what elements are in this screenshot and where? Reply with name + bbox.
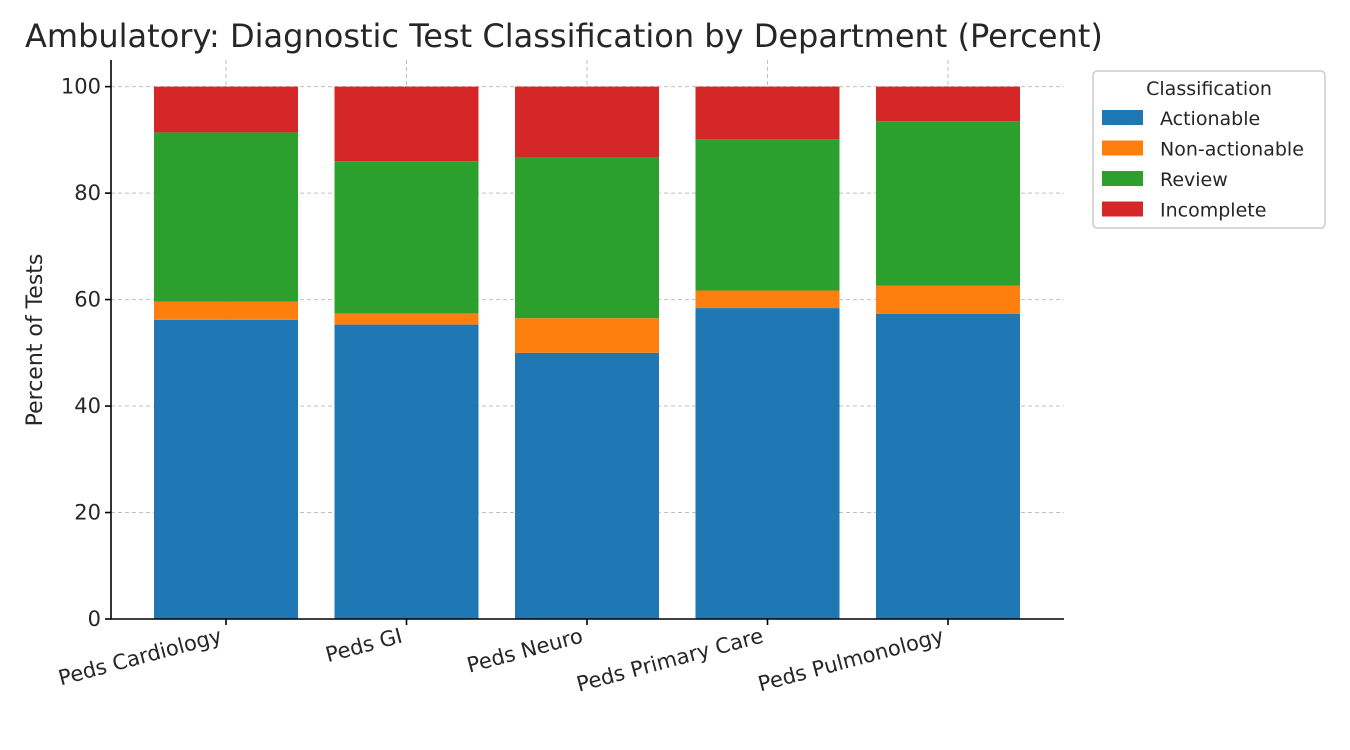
chart-title: Ambulatory: Diagnostic Test Classificati… [25, 17, 1103, 55]
x-tick-label: Peds Cardiology [56, 624, 225, 691]
legend-swatch [1102, 140, 1143, 156]
legend-title: Classification [1146, 78, 1272, 100]
legend-swatch [1102, 110, 1143, 125]
bar-segment [876, 121, 1020, 286]
y-tick-label: 100 [61, 75, 101, 99]
bar-segment [334, 324, 479, 619]
y-tick-label: 40 [74, 394, 101, 418]
x-tick-label: Peds Primary Care [574, 624, 766, 697]
bar-segment [515, 352, 659, 619]
bar-segment [695, 290, 840, 309]
legend-label: Non-actionable [1160, 139, 1304, 161]
y-tick-label: 20 [74, 501, 101, 525]
bar-segment [876, 313, 1020, 619]
legend-label: Incomplete [1160, 200, 1266, 222]
y-tick-label: 0 [88, 607, 101, 631]
bar-segment [515, 157, 659, 319]
x-tick-label: Peds Neuro [464, 624, 585, 678]
legend: Classification Actionable Non-actionable R… [1092, 70, 1326, 229]
bar-segment [695, 308, 840, 619]
bar-segment [515, 86, 659, 158]
legend-box [1092, 70, 1326, 229]
bars [154, 86, 1020, 619]
x-tick-label: Peds GI [323, 624, 405, 667]
bar-segment [876, 285, 1020, 314]
x-tick-label: Peds Pulmonology [755, 624, 946, 697]
y-axis-label: Percent of Tests [23, 254, 48, 427]
legend-swatch [1102, 201, 1143, 217]
y-tick-label: 60 [74, 288, 101, 312]
bar-segment [154, 301, 298, 320]
bar-segment [515, 318, 659, 353]
y-ticks: 0 20 40 60 80 100 [61, 75, 111, 631]
bar-segment [154, 132, 298, 302]
legend-swatch [1102, 171, 1143, 186]
bar-segment [695, 139, 840, 291]
bar-segment [154, 86, 298, 133]
y-tick-label: 80 [74, 181, 101, 205]
bar-segment [334, 86, 479, 162]
bar-segment [154, 319, 298, 619]
bar-segment [334, 313, 479, 325]
bar-segment [876, 86, 1020, 122]
legend-label: Review [1160, 169, 1228, 191]
bar-segment [695, 86, 840, 140]
legend-label: Actionable [1160, 108, 1260, 130]
bar-segment [334, 161, 479, 314]
